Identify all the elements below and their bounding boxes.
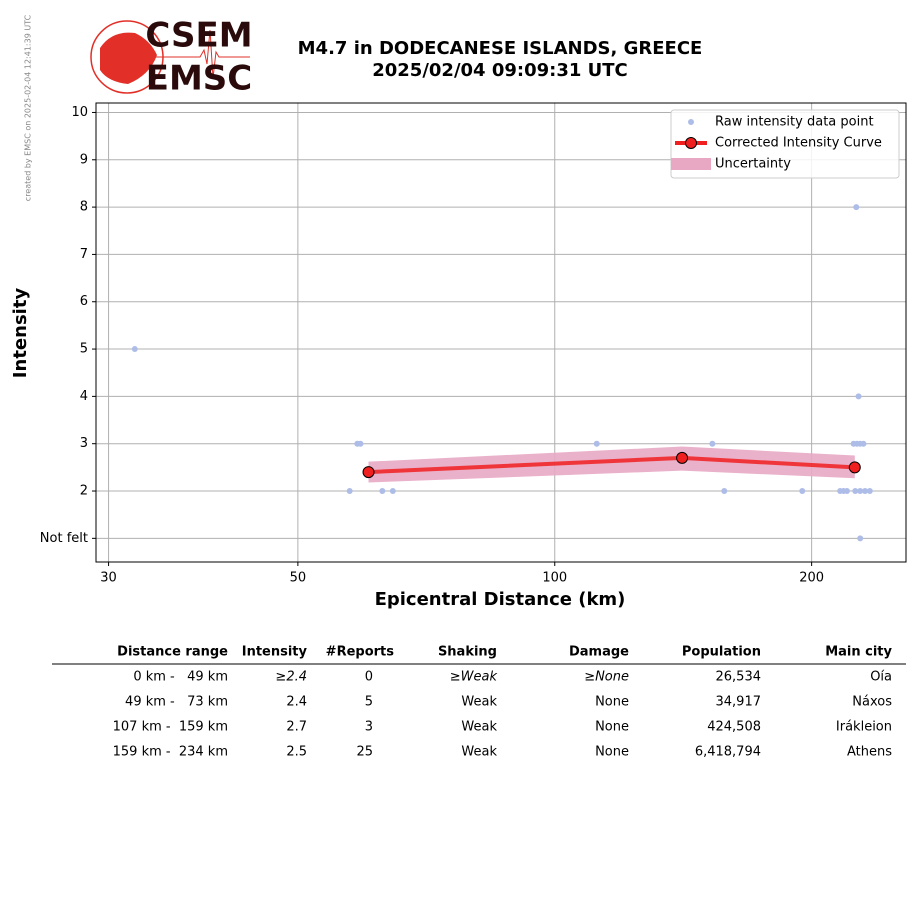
logo-text: EMSC — [146, 59, 253, 99]
column-header: Damage — [569, 645, 629, 660]
table-cell: 2.5 — [286, 745, 307, 760]
table-cell: None — [595, 695, 629, 710]
y-tick-label: 2 — [80, 484, 88, 499]
table-cell: Weak — [461, 720, 497, 735]
data-point — [593, 440, 600, 447]
table-cell: 0 km - 49 km — [133, 670, 228, 685]
data-point — [853, 204, 860, 211]
data-point — [721, 488, 728, 495]
curve-marker — [362, 466, 375, 479]
data-point — [379, 488, 386, 495]
data-point — [357, 440, 364, 447]
legend-label: Raw intensity data point — [715, 115, 874, 130]
y-tick-label: 5 — [80, 342, 88, 357]
uncertainty-band — [368, 446, 855, 483]
data-point — [860, 440, 867, 447]
y-tick-label: 8 — [80, 200, 88, 215]
legend-label: Corrected Intensity Curve — [715, 136, 882, 151]
legend-box — [670, 109, 900, 179]
table-cell: Weak — [461, 695, 497, 710]
legend-key — [671, 158, 711, 170]
x-tick-label: 50 — [290, 571, 307, 586]
plot: 30 50 100 200 Not felt 2 3 4 5 6 7 8 9 10 Raw intensit… — [40, 102, 907, 586]
data-point — [709, 440, 716, 447]
table-cell: Oía — [870, 670, 892, 685]
table-cell: 424,508 — [707, 720, 761, 735]
table-cell: 0 — [365, 670, 373, 685]
curve-marker — [676, 451, 689, 464]
table-cell: 26,534 — [716, 670, 762, 685]
table-cell: 3 — [365, 720, 373, 735]
data-point — [862, 488, 869, 495]
data-point — [389, 488, 396, 495]
table-cell: None — [595, 720, 629, 735]
y-tick-label: 9 — [80, 152, 88, 167]
data-point — [346, 488, 353, 495]
data-point — [855, 393, 862, 400]
table-cell: Weak — [461, 745, 497, 760]
curve-marker — [848, 461, 861, 474]
logo-seismogram — [150, 29, 250, 79]
table-cell: None — [595, 745, 629, 760]
logo-text: CSEM — [145, 16, 252, 56]
column-header: Population — [682, 645, 761, 660]
column-header: Intensity — [242, 645, 308, 660]
y-tick-label: 6 — [80, 294, 88, 309]
logo-map — [100, 32, 157, 84]
table-cell: 159 km - 234 km — [113, 745, 228, 760]
table-cell: ≥None — [584, 670, 629, 685]
x-tick-label: 30 — [100, 571, 117, 586]
logo: CSEM EMSC — [90, 16, 253, 99]
y-tick-label: 3 — [80, 436, 88, 451]
x-tick-label: 200 — [799, 571, 824, 586]
data-point — [857, 488, 864, 495]
table-cell: ≥Weak — [450, 670, 498, 685]
table-cell: 5 — [365, 695, 373, 710]
data-point — [852, 488, 859, 495]
y-tick-label: 7 — [80, 247, 88, 262]
legend-label: Uncertainty — [715, 157, 791, 172]
x-axis-label: Epicentral Distance (km) — [375, 589, 626, 610]
column-header: Distance range — [117, 645, 228, 660]
chart-subtitle: 2025/02/04 09:09:31 UTC — [372, 60, 628, 81]
column-header: Shaking — [438, 645, 497, 660]
table-cell: Irákleion — [836, 720, 892, 735]
column-header: Main city — [825, 645, 892, 660]
table-cell: 2.4 — [286, 695, 307, 710]
y-axis-label: Intensity — [10, 288, 31, 379]
x-tick-label: 100 — [542, 571, 567, 586]
data-point — [799, 488, 806, 495]
table-cell: Náxos — [852, 695, 892, 710]
table-cell: 49 km - 73 km — [125, 695, 228, 710]
table-cell: 107 km - 159 km — [113, 720, 228, 735]
y-tick-label: 10 — [71, 105, 88, 120]
y-tick-label: 4 — [80, 389, 88, 404]
table-cell: 34,917 — [716, 695, 762, 710]
table-cell: 2.7 — [286, 720, 307, 735]
table-cell: ≥2.4 — [275, 670, 307, 685]
data-point — [857, 535, 864, 542]
table: Distance range Intensity #Reports Shaking Da… — [52, 645, 906, 760]
data-point — [843, 488, 850, 495]
legend-key — [688, 119, 694, 125]
legend-key — [685, 137, 697, 149]
table-cell: Athens — [847, 745, 892, 760]
plot-frame — [95, 102, 907, 563]
table-cell: 25 — [356, 745, 373, 760]
chart-title: M4.7 in DODECANESE ISLANDS, GREECE — [298, 38, 703, 59]
credit: created by EMSC on 2025-02-04 12:41:39 U… — [24, 14, 33, 201]
column-header: #Reports — [326, 645, 395, 660]
data-point — [131, 346, 138, 353]
y-tick-label: Not felt — [40, 531, 88, 546]
data-point — [866, 488, 873, 495]
table-cell: 6,418,794 — [695, 745, 761, 760]
